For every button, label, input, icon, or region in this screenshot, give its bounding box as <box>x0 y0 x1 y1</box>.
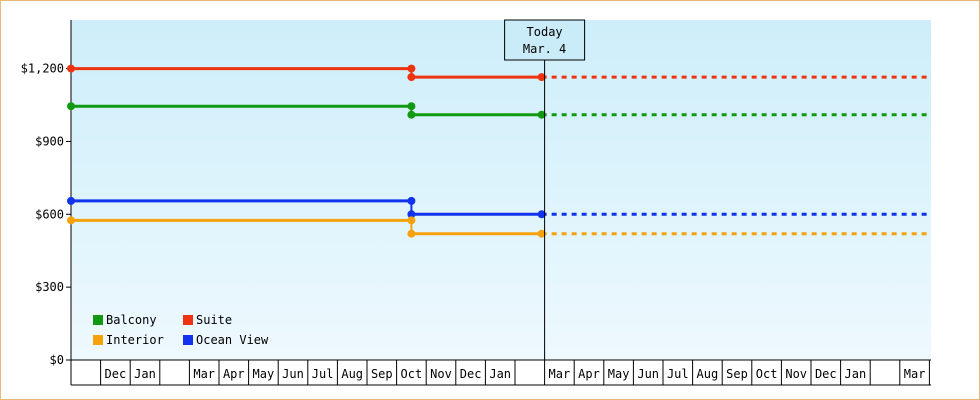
x-tick-label: Oct <box>401 367 423 381</box>
x-tick-label: May <box>608 367 630 381</box>
x-tick-label: Sep <box>371 367 393 381</box>
x-tick-label: Jun <box>637 367 659 381</box>
x-tick-label: Apr <box>223 367 245 381</box>
x-tick-label: Aug <box>697 367 719 381</box>
x-tick-label: Dec <box>105 367 127 381</box>
legend-swatch <box>183 315 193 325</box>
series-suite <box>67 64 930 82</box>
x-tick-label: Jun <box>282 367 304 381</box>
x-tick-label: Jan <box>845 367 867 381</box>
series-balcony <box>67 102 930 119</box>
data-point <box>67 64 75 73</box>
x-tick-label: Jan <box>489 367 511 381</box>
data-point <box>407 210 416 219</box>
data-point <box>537 110 546 119</box>
today-label-box <box>504 19 586 61</box>
x-tick-label: Jan <box>134 367 156 381</box>
x-tick-label: Mar <box>904 367 926 381</box>
x-tick-label: Dec <box>815 367 837 381</box>
legend-label: Interior <box>106 333 164 347</box>
legend-label: Balcony <box>106 313 157 327</box>
data-point <box>407 216 416 225</box>
x-tick-label: Nov <box>785 367 807 381</box>
x-tick-label: Mar <box>549 367 571 381</box>
data-point <box>537 210 546 219</box>
y-tick-label: $900 <box>35 134 64 148</box>
x-tick-label: Nov <box>430 367 452 381</box>
data-point <box>537 229 546 238</box>
data-point <box>67 216 75 225</box>
x-tick-label: Jul <box>312 367 334 381</box>
y-tick-label: $1,200 <box>21 62 64 76</box>
data-point <box>407 102 416 111</box>
x-tick-label: May <box>253 367 275 381</box>
x-tick-label: Jul <box>667 367 689 381</box>
data-point <box>407 73 416 82</box>
legend-label: Ocean View <box>196 333 269 347</box>
x-tick-label: Mar <box>193 367 215 381</box>
today-label-line1: Today <box>527 25 563 39</box>
x-tick-label: Aug <box>341 367 363 381</box>
series-interior <box>67 216 930 238</box>
x-tick-label: Dec <box>460 367 482 381</box>
x-tick-label: Apr <box>578 367 600 381</box>
y-tick-label: $0 <box>50 353 64 367</box>
today-label-line2: Mar. 4 <box>523 42 566 56</box>
y-tick-label: $300 <box>35 280 64 294</box>
y-tick-label: $600 <box>35 207 64 221</box>
legend-swatch <box>93 315 103 325</box>
data-point <box>537 73 546 82</box>
data-point <box>67 196 75 205</box>
plot-background <box>71 20 931 360</box>
data-point <box>67 102 75 111</box>
legend-swatch <box>93 335 103 345</box>
data-point <box>407 64 416 73</box>
series-ocean-view <box>67 196 930 219</box>
data-point <box>407 229 416 238</box>
legend-label: Suite <box>196 313 232 327</box>
data-point <box>407 110 416 119</box>
x-tick-label: Oct <box>756 367 778 381</box>
x-tick-label: Sep <box>726 367 748 381</box>
data-point <box>407 196 416 205</box>
legend-swatch <box>183 335 193 345</box>
